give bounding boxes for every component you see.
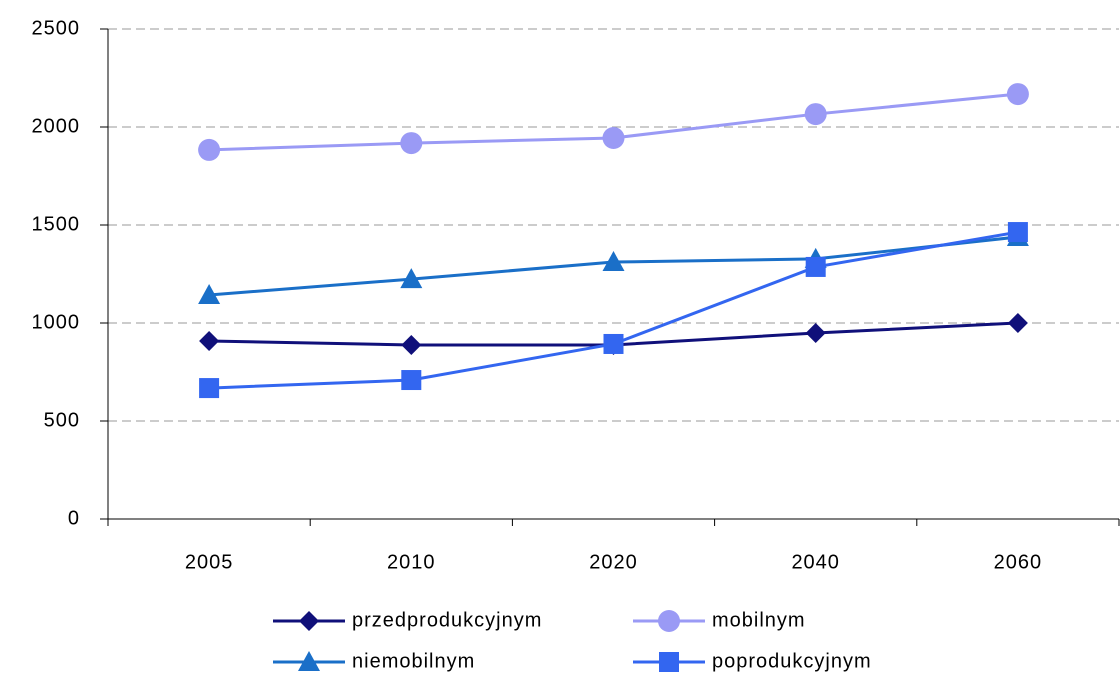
y-tick-label: 0 [68, 507, 80, 529]
x-tick-label: 2010 [387, 551, 436, 573]
legend-label: przedprodukcyjnym [352, 609, 542, 631]
legend-label: mobilnym [712, 609, 806, 631]
marker [805, 322, 826, 343]
x-tick-label: 2060 [994, 551, 1043, 573]
legend-marker [299, 611, 319, 631]
legend-label: poprodukcyjnym [712, 650, 872, 672]
y-tick-label: 1500 [32, 213, 81, 235]
marker [805, 256, 826, 277]
marker [198, 283, 221, 304]
y-tick-label: 2500 [32, 17, 81, 39]
y-tick-label: 1000 [32, 311, 81, 333]
marker [198, 138, 221, 161]
marker [1007, 222, 1028, 243]
marker [804, 103, 827, 126]
marker [400, 132, 423, 155]
y-tick-label: 500 [44, 409, 80, 431]
marker [400, 268, 423, 289]
x-tick-label: 2005 [185, 551, 234, 573]
legend-label: niemobilnym [352, 650, 475, 672]
marker [199, 378, 220, 399]
marker [401, 370, 422, 391]
marker [602, 251, 625, 272]
marker [401, 334, 422, 355]
marker [1006, 83, 1029, 106]
y-tick-label: 2000 [32, 115, 81, 137]
marker [1007, 313, 1028, 333]
marker [199, 331, 220, 352]
legend-marker [298, 651, 320, 671]
legend-marker [659, 652, 679, 672]
marker [602, 126, 625, 149]
legend-marker [658, 610, 680, 632]
x-tick-label: 2020 [589, 551, 638, 573]
marker [603, 333, 624, 354]
x-tick-label: 2040 [791, 551, 840, 573]
